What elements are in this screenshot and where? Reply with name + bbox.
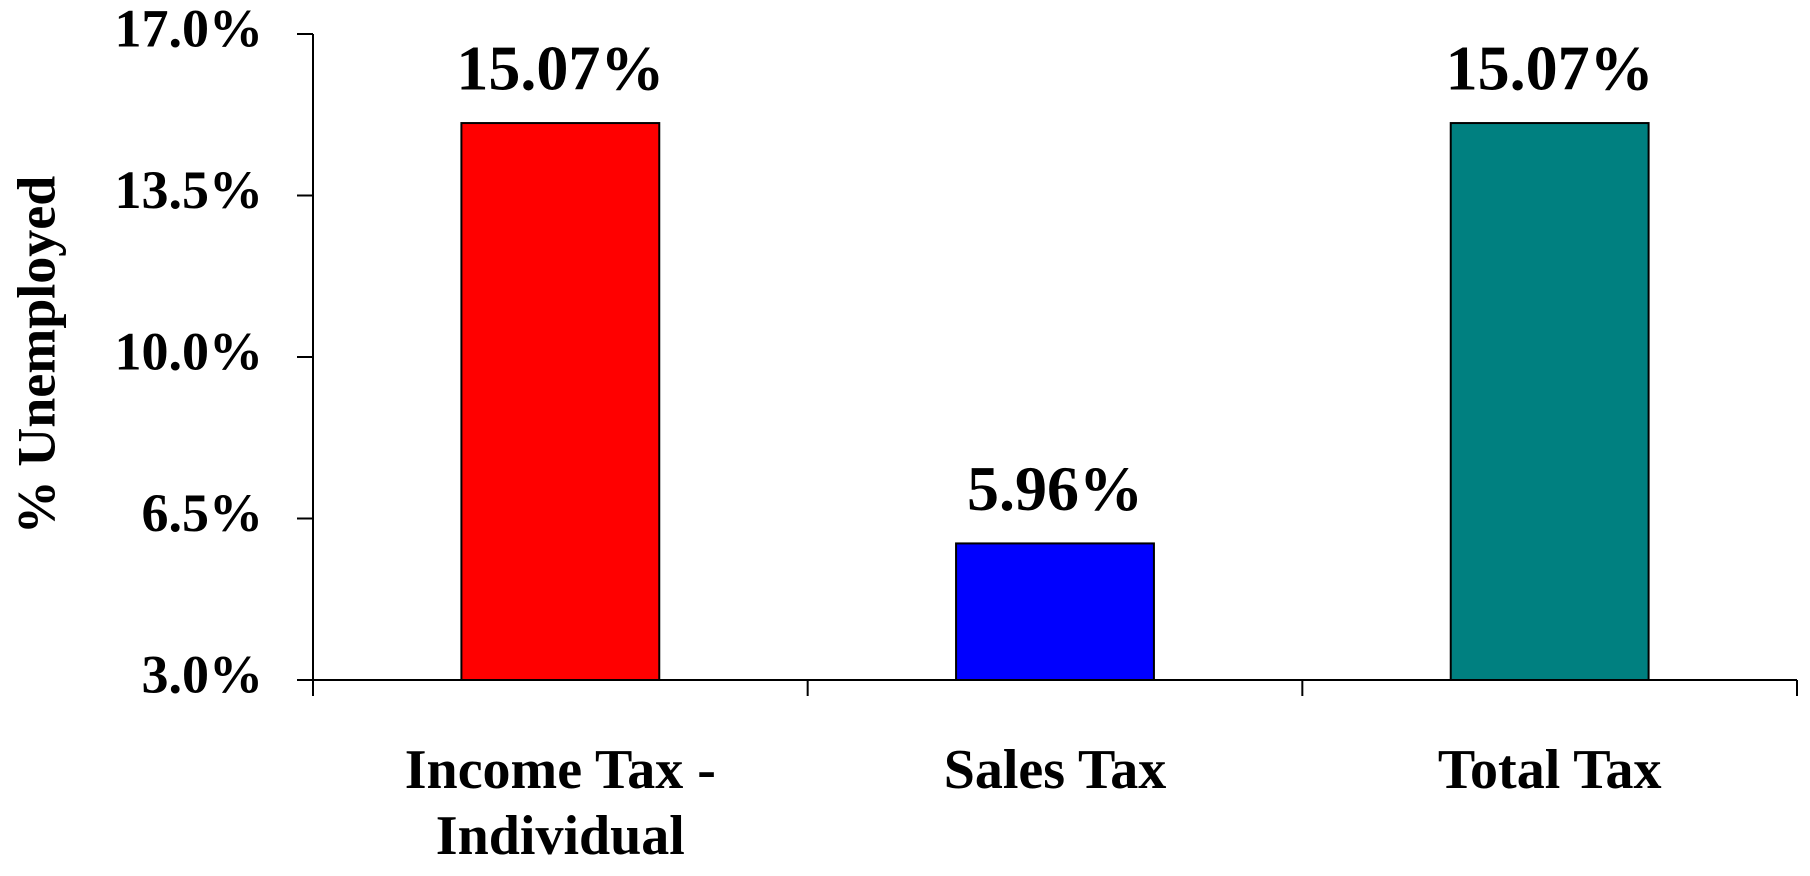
y-tick-label: 17.0% [115,0,264,58]
x-tick-label: Sales Tax [943,739,1167,801]
y-tick-label: 13.5% [115,160,264,220]
y-tick-label: 6.5% [142,483,264,543]
value-label: 5.96% [967,453,1143,524]
value-label: 15.07% [1446,33,1654,104]
bar [955,542,1155,681]
bar [460,122,661,681]
x-tick-label: Income Tax - Individual [404,739,716,867]
x-tick-label: Total Tax [1437,739,1662,801]
y-tick-label: 3.0% [142,644,264,704]
y-axis-label: % Unemployed [6,176,66,535]
value-label: 15.07% [456,33,664,104]
bar [1449,122,1650,681]
y-tick-label: 10.0% [115,321,264,381]
